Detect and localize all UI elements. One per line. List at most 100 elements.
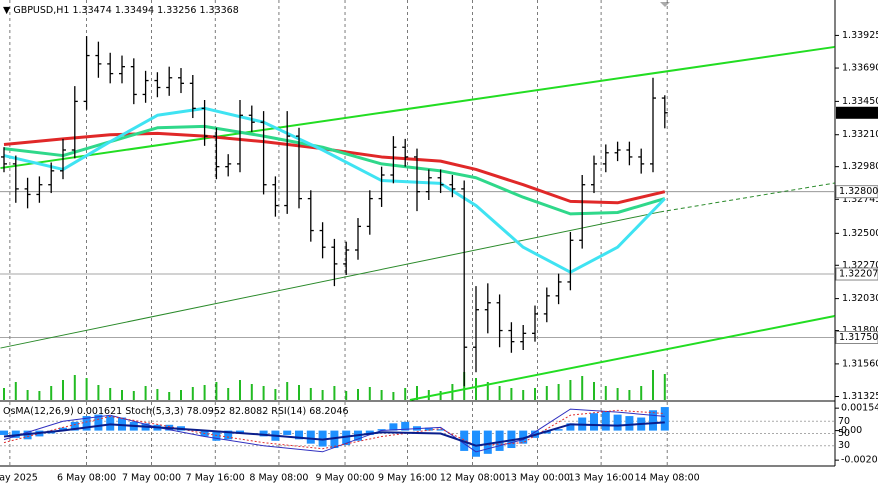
volume-bar [357,389,359,400]
osma-bar [306,430,315,444]
volume-bar [85,378,88,400]
volume-bar [168,392,171,400]
stoch-signal [3,409,665,450]
x-tick-label: 12 May 08:00 [440,473,505,484]
volume-bar [345,391,348,400]
oscillator-level-label: 70 [838,416,850,427]
rsi-line [3,421,665,447]
indicator-text: 78.0952 [187,406,226,417]
volume-bar [26,390,29,400]
volume-bar [109,388,112,400]
stoch-main [3,408,665,453]
osma-bar [436,429,445,431]
osma-bar [554,429,563,431]
volume-bar [557,384,560,400]
volume-bar [581,376,584,400]
x-tick-label: 5 May 2025 [0,473,38,484]
volume-bar [121,390,123,400]
x-tick-label: 13 May 00:00 [505,473,570,484]
high: 1.33494 [115,5,154,16]
volume-bar [498,386,501,400]
trendline [659,182,835,213]
low: 1.33256 [157,5,196,16]
volume-bar [404,388,407,400]
volume-bar [62,380,64,400]
volume-bar [156,389,159,400]
y-tick-label: 1.33450 [842,96,878,107]
volume-bar [593,382,595,400]
level-label: 1.31750 [839,332,878,343]
volume-bar [652,370,654,400]
x-tick-label: 14 May 08:00 [635,473,700,484]
y-tick-label: 1.31800 [842,325,878,336]
oscillator-level-label: 50 [838,428,850,439]
volume-bar [298,385,300,400]
volume-bar [227,388,230,400]
volume-bar [97,385,100,400]
osma-bar [318,430,327,447]
y-tick-label: 1.33925 [842,30,878,41]
osma-bar [649,410,657,431]
volume-bar [439,391,442,400]
volume-bar [215,382,218,400]
y-tick-label: 1.33210 [842,129,878,140]
osma-bar [601,411,610,431]
osma-bar [483,430,492,454]
volume-bar [545,386,548,400]
shift-marker [660,2,670,7]
volume-bar [14,382,17,400]
indicator-text: 0.001621 [77,406,122,417]
volume-bar [132,391,135,400]
volume-bar [569,380,572,400]
y-tick-label: 1.32030 [842,293,878,304]
moving-average [3,131,666,205]
volume-bar [239,380,241,400]
osma-bar [283,430,292,435]
volume-bar [522,390,525,400]
volume-bar [640,386,643,400]
y-tick-label: 1.32745 [842,194,878,205]
indicator-text: Stoch(5,3,3) [125,406,183,417]
volume-bar [616,388,619,400]
osma-bar [330,430,339,449]
x-tick-label: 9 May 16:00 [378,473,437,484]
volume-bar [510,388,513,400]
indicator-header: OsMA(12,26,9) 0.001621 Stoch(5,3,3) 78.0… [3,406,349,417]
indicator-text: RSI(14) [271,406,306,417]
trendline [0,211,661,349]
osma-tick-label: 0.001545 [841,403,878,414]
volume-bar [486,382,489,400]
osma-bar [495,430,504,451]
trendline [409,314,835,401]
osma-bar [389,423,398,431]
volume-bar [321,390,324,400]
level-label-box [835,185,878,199]
osma-bar [342,430,351,446]
y-tick-label: 1.33690 [842,63,878,74]
indicator-text: 82.8082 [229,406,268,417]
volume-bar [416,386,418,400]
level-label-box [835,267,878,281]
volume-bar [309,388,312,400]
osma-bar [660,407,669,431]
x-tick-label: 7 May 16:00 [186,473,245,484]
close: 1.33368 [199,5,238,16]
x-tick-label: 6 May 08:00 [57,473,116,484]
volume-bar [392,392,395,400]
volume-bar [203,385,206,400]
symbol: GBPUSD,H1 [13,5,69,16]
level-label: 1.32800 [839,186,878,197]
volume-bar [333,386,336,400]
osma-bar [519,430,528,444]
volume-bar [604,386,607,400]
level-label-box [835,331,878,344]
osma-tick-label: 0.00 [841,425,862,436]
osma-bar [590,413,598,431]
volume-bar [38,391,41,400]
chart-header: ▼ GBPUSD,H1 1.33474 1.33494 1.33256 1.33… [3,5,239,16]
osma-bar [472,430,480,457]
x-tick-label: 13 May 16:00 [569,473,634,484]
volume-bar [3,388,5,400]
y-tick-label: 1.31325 [842,391,878,402]
